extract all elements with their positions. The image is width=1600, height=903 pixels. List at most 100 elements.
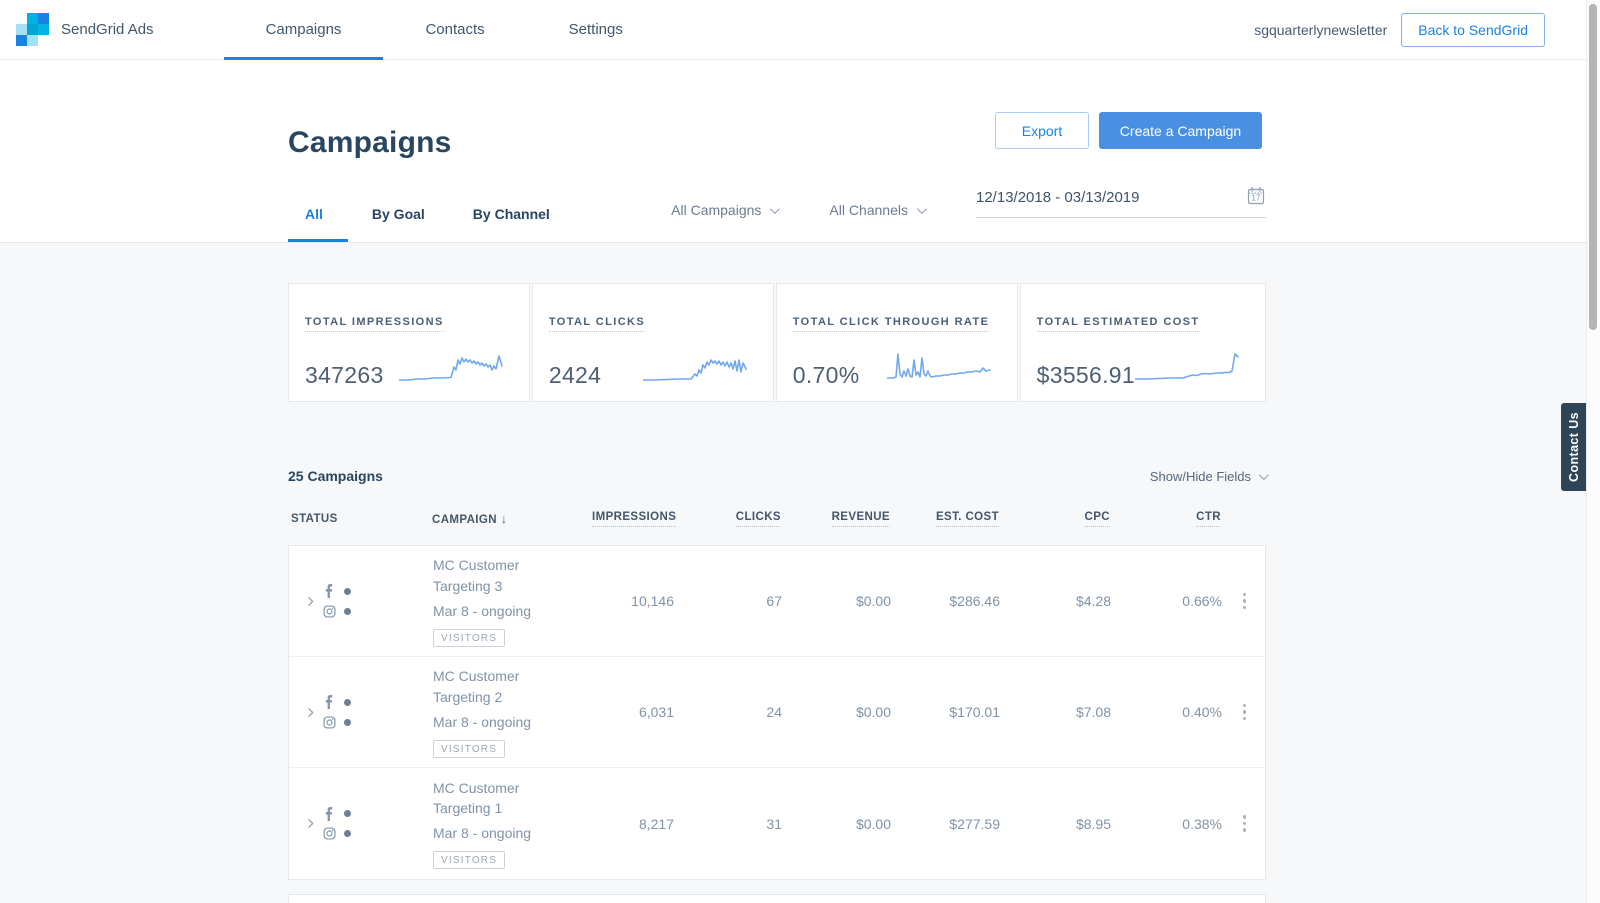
- goal-badge: VISITORS: [433, 851, 506, 870]
- sparkline-chart: [642, 359, 747, 381]
- cpc-value: $7.08: [1075, 704, 1111, 720]
- row-menu-button[interactable]: [1222, 592, 1267, 610]
- back-to-sendgrid-button[interactable]: Back to SendGrid: [1401, 12, 1545, 47]
- export-button[interactable]: Export: [995, 112, 1089, 149]
- clicks-value: 31: [766, 815, 782, 832]
- stat-card-total-clicks: TOTAL CLICKS 2424: [531, 283, 774, 402]
- channel-status-dot: [343, 587, 351, 595]
- est-cost-value: $286.46: [949, 593, 1000, 609]
- ctr-value: 0.66%: [1182, 593, 1222, 609]
- status-cell: [289, 694, 433, 730]
- top-nav: SendGrid Ads Campaigns Contacts Settings…: [0, 0, 1600, 60]
- status-cell: [289, 583, 433, 619]
- contact-us-label: Contact Us: [1566, 412, 1581, 482]
- stat-card-total-ctr: TOTAL CLICK THROUGH RATE 0.70%: [775, 283, 1018, 402]
- column-header-impressions[interactable]: IMPRESSIONS: [592, 511, 677, 527]
- row-menu-button[interactable]: [1222, 815, 1267, 832]
- clicks-value: 24: [766, 704, 782, 720]
- impressions-value: 8,217: [638, 815, 674, 832]
- tab-by-goal[interactable]: By Goal: [371, 206, 425, 222]
- kebab-icon: [1242, 815, 1247, 832]
- campaign-cell: MC Customer Targeting 2 Mar 8 - ongoing …: [433, 666, 593, 758]
- tab-by-channel[interactable]: By Channel: [472, 206, 550, 222]
- stat-value: $3556.91: [1036, 362, 1135, 388]
- table-row: MC Customer Targeting 1 Mar 8 - ongoing …: [289, 768, 1265, 879]
- nav-item-settings[interactable]: Settings: [568, 21, 623, 38]
- stat-value: 0.70%: [792, 362, 860, 388]
- campaign-dates: Mar 8 - ongoing: [433, 825, 532, 842]
- campaign-cell: MC Customer Targeting 1 Mar 8 - ongoing …: [433, 778, 593, 870]
- stat-label: TOTAL CLICK THROUGH RATE: [792, 316, 990, 332]
- table-row-partial: [288, 894, 1266, 903]
- stat-value: 347263: [305, 362, 384, 388]
- campaign-count: 25 Campaigns: [288, 468, 383, 484]
- sendgrid-logo-icon: [16, 13, 49, 46]
- campaign-name-link[interactable]: MC Customer Targeting 2: [433, 668, 520, 705]
- stat-label: TOTAL IMPRESSIONS: [305, 316, 444, 332]
- impressions-value: 10,146: [631, 593, 674, 609]
- calendar-icon[interactable]: 17: [1246, 185, 1266, 206]
- page-header: Campaigns Export Create a Campaign All B…: [0, 60, 1600, 243]
- revenue-value: $0.00: [855, 704, 891, 720]
- cpc-value: $8.95: [1075, 815, 1111, 832]
- expand-row-icon[interactable]: [304, 817, 317, 830]
- sort-descending-icon: ↓: [500, 512, 508, 526]
- main-nav: Campaigns Contacts Settings: [223, 0, 665, 60]
- row-menu-button[interactable]: [1222, 703, 1267, 721]
- date-range-picker[interactable]: 12/13/2018 - 03/13/2019 17: [976, 187, 1266, 218]
- stat-card-total-cost: TOTAL ESTIMATED COST $3556.91: [1019, 283, 1266, 402]
- campaign-cell: MC Customer Targeting 3 Mar 8 - ongoing …: [433, 555, 593, 647]
- instagram-icon: [322, 827, 336, 840]
- instagram-icon: [322, 715, 336, 729]
- revenue-value: $0.00: [855, 815, 891, 832]
- chevron-down-icon: [916, 203, 927, 214]
- campaigns-table: MC Customer Targeting 3 Mar 8 - ongoing …: [288, 545, 1266, 880]
- expand-row-icon[interactable]: [304, 706, 317, 719]
- facebook-icon: [325, 584, 333, 598]
- view-tabs: All By Goal By Channel: [288, 206, 574, 242]
- revenue-value: $0.00: [855, 593, 891, 609]
- stat-label: TOTAL ESTIMATED COST: [1036, 316, 1200, 332]
- channel-status-dot: [343, 698, 351, 706]
- impressions-value: 6,031: [638, 704, 674, 720]
- kebab-icon: [1242, 592, 1247, 610]
- summary-stats: TOTAL IMPRESSIONS 347263 TOTAL CLICKS 24…: [288, 283, 1266, 402]
- facebook-icon: [325, 695, 333, 709]
- campaign-name-link[interactable]: MC Customer Targeting 3: [433, 557, 520, 594]
- sparkline-chart: [398, 355, 503, 381]
- column-header-status: STATUS: [291, 513, 338, 525]
- expand-row-icon[interactable]: [304, 595, 317, 608]
- campaign-dates: Mar 8 - ongoing: [433, 713, 532, 730]
- cpc-value: $4.28: [1075, 593, 1111, 609]
- est-cost-value: $170.01: [949, 704, 1000, 720]
- column-header-cpc[interactable]: CPC: [999, 511, 1110, 527]
- tab-all[interactable]: All: [288, 206, 348, 242]
- nav-item-campaigns[interactable]: Campaigns: [223, 0, 384, 60]
- show-hide-fields-dropdown[interactable]: Show/Hide Fields: [1150, 469, 1269, 484]
- date-range-value: 12/13/2018 - 03/13/2019: [976, 189, 1140, 206]
- est-cost-value: $277.59: [949, 815, 1000, 832]
- all-campaigns-dropdown[interactable]: All Campaigns: [671, 202, 781, 218]
- brand-name: SendGrid Ads: [61, 21, 154, 38]
- scrollbar-track[interactable]: [1586, 0, 1600, 903]
- stat-label: TOTAL CLICKS: [548, 316, 646, 332]
- all-campaigns-dropdown-label: All Campaigns: [671, 202, 762, 218]
- column-header-est-cost[interactable]: EST. COST: [890, 511, 999, 527]
- create-campaign-button[interactable]: Create a Campaign: [1099, 112, 1262, 149]
- ctr-value: 0.38%: [1182, 815, 1222, 832]
- nav-item-contacts[interactable]: Contacts: [425, 21, 485, 38]
- sparkline-chart: [1135, 353, 1239, 380]
- column-header-revenue[interactable]: REVENUE: [781, 511, 890, 527]
- stat-card-total-impressions: TOTAL IMPRESSIONS 347263: [288, 283, 530, 402]
- chevron-down-icon: [770, 203, 781, 214]
- column-header-ctr[interactable]: CTR: [1110, 511, 1221, 527]
- campaign-name-link[interactable]: MC Customer Targeting 1: [433, 779, 520, 816]
- filter-bar: All Campaigns All Channels 12/13/2018 - …: [671, 187, 1266, 218]
- table-row: MC Customer Targeting 2 Mar 8 - ongoing …: [289, 657, 1265, 768]
- column-header-campaign[interactable]: CAMPAIGN ↓: [432, 512, 508, 526]
- contact-us-tab[interactable]: Contact Us: [1561, 403, 1586, 491]
- all-channels-dropdown[interactable]: All Channels: [829, 202, 927, 218]
- channel-status-dot: [343, 718, 351, 726]
- scrollbar-thumb[interactable]: [1589, 4, 1597, 330]
- column-header-clicks[interactable]: CLICKS: [673, 511, 781, 527]
